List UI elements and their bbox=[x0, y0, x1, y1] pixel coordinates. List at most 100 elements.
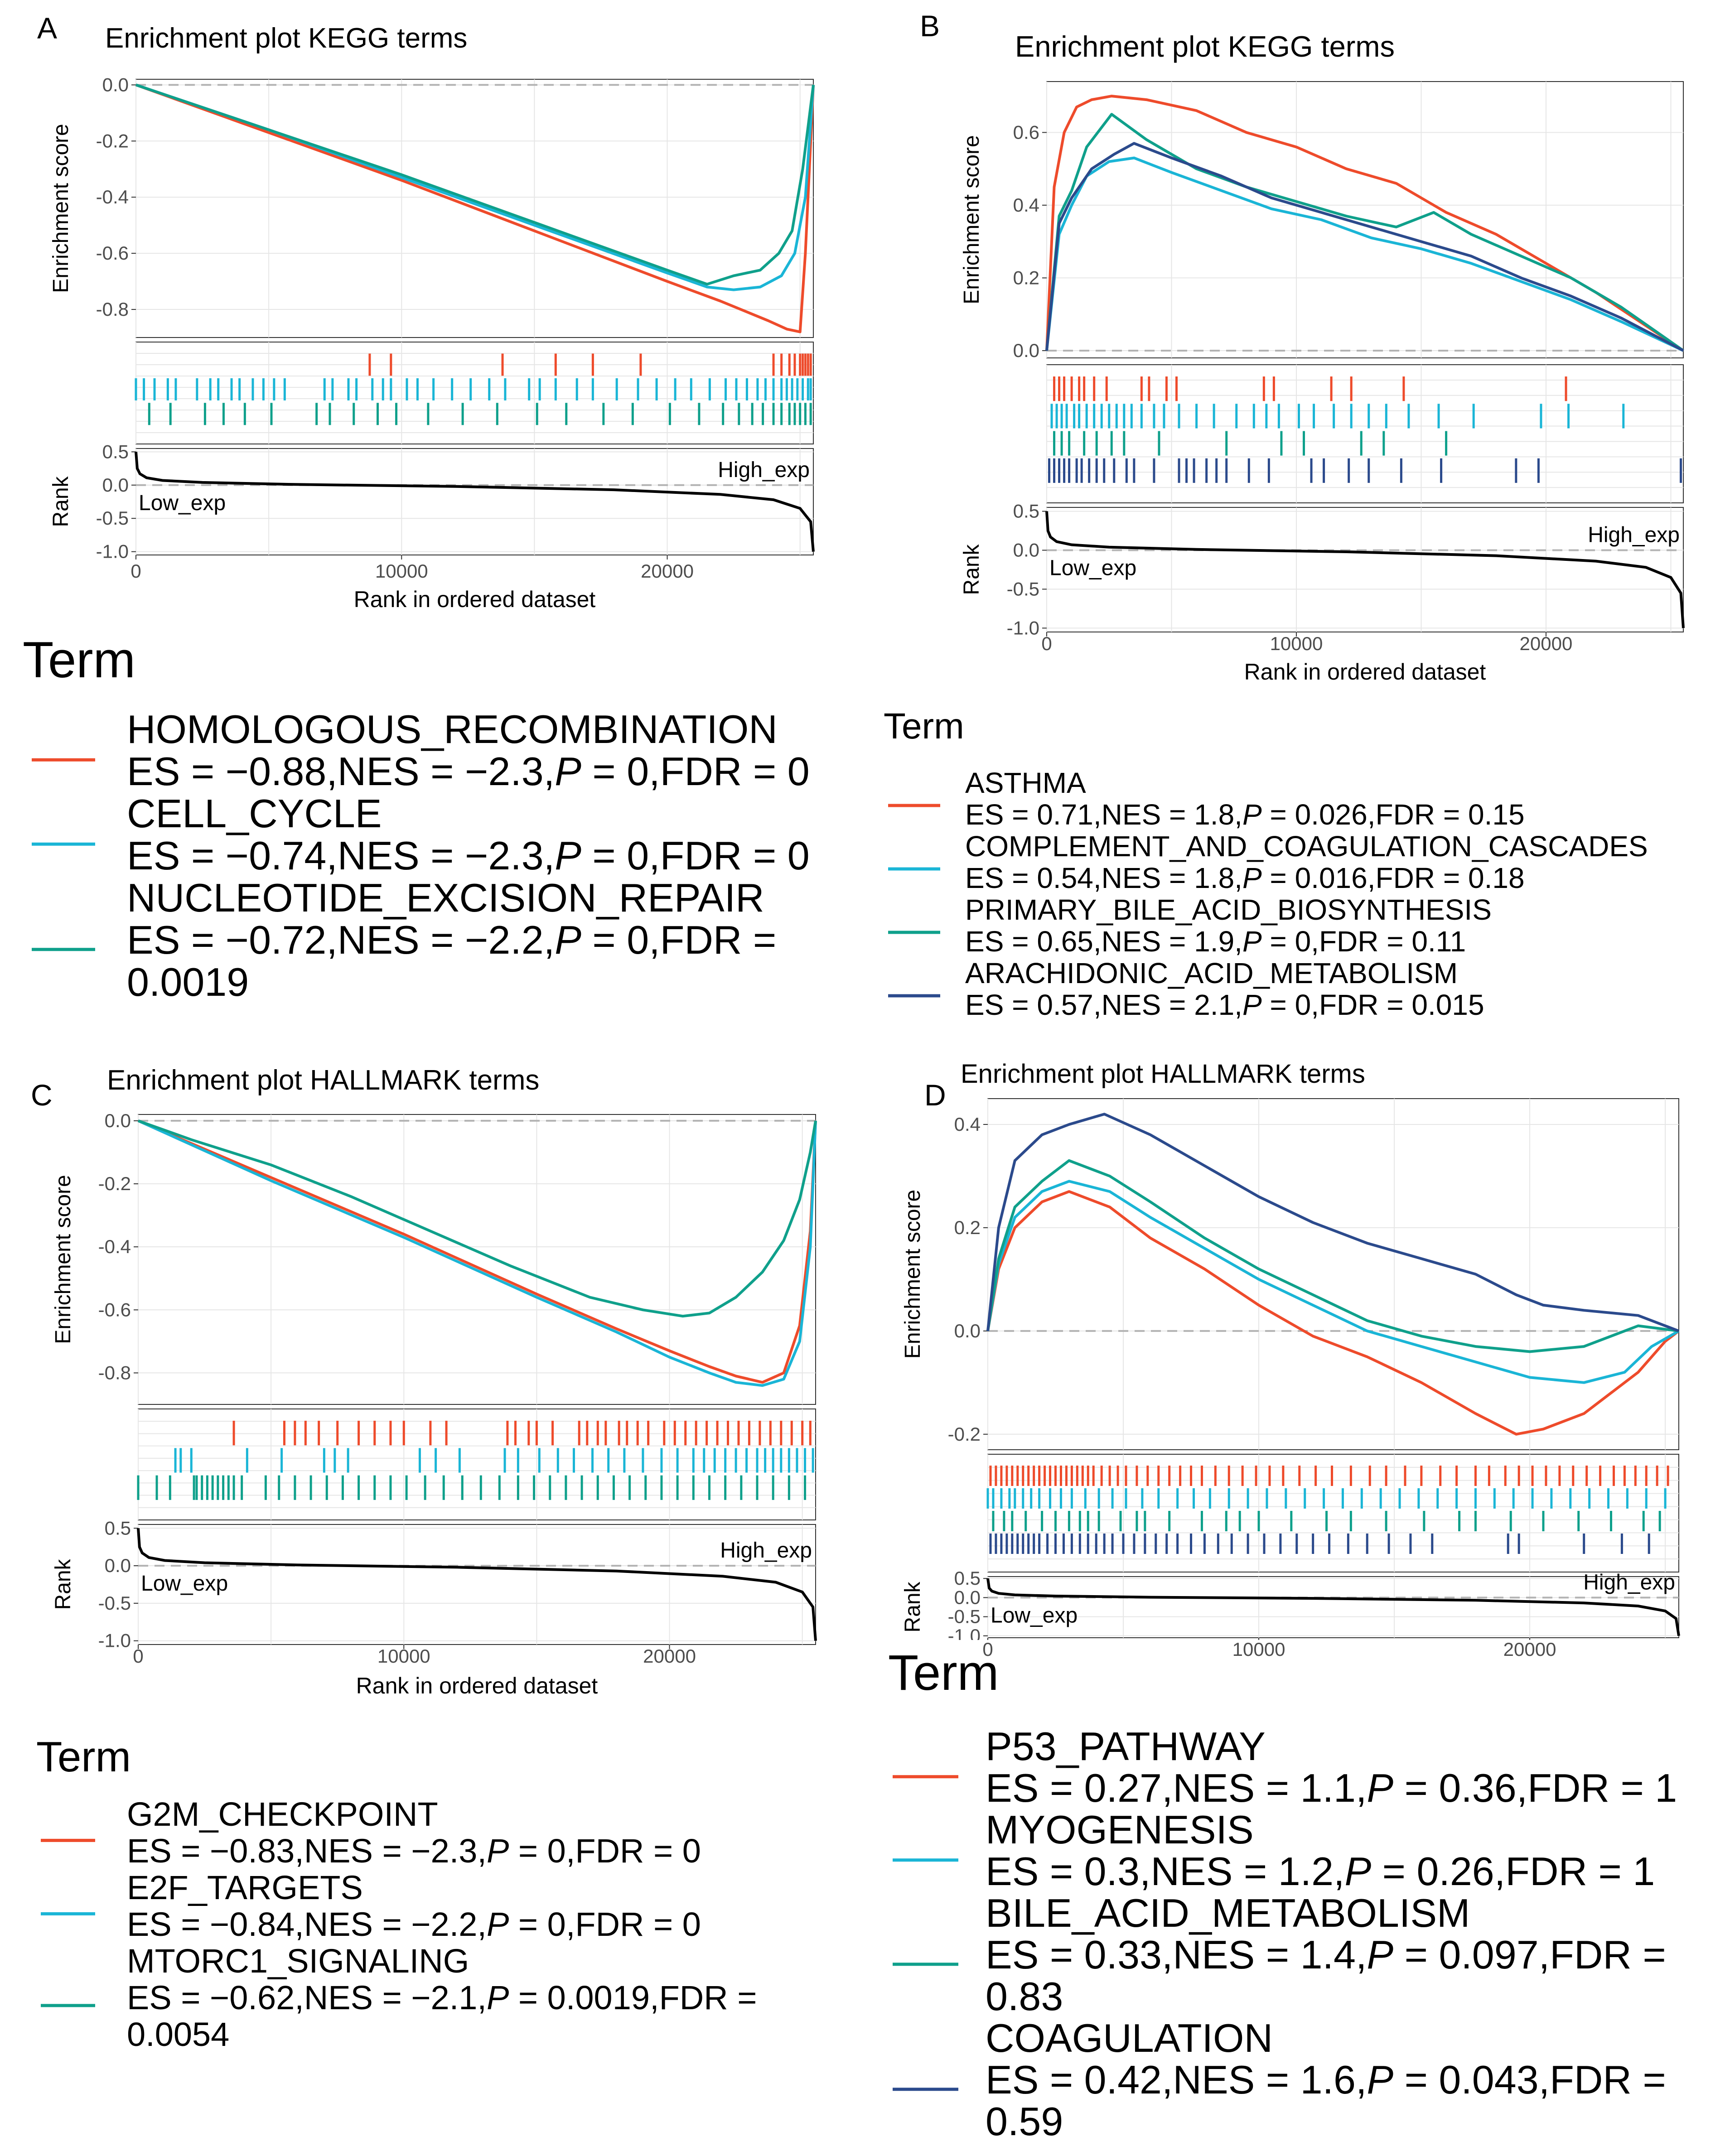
es-line-p53_pathway bbox=[986, 1190, 1680, 1436]
legend-term-stats: 0.83 bbox=[986, 1974, 1063, 2019]
legend-title: Term bbox=[23, 632, 135, 688]
y-tick-label: -0.8 bbox=[96, 299, 129, 320]
rank-curve bbox=[137, 1528, 817, 1641]
panel-letter: C bbox=[31, 1078, 53, 1112]
hits-panel-frame bbox=[135, 342, 814, 444]
panel-d-x-ticks: 0 10000 20000 bbox=[982, 1639, 1556, 1660]
es-line-myogenesis bbox=[986, 1180, 1680, 1384]
rank-curve bbox=[986, 1578, 1680, 1636]
x-axis-label: Rank in ordered dataset bbox=[356, 1673, 598, 1698]
x-tick-label: 10000 bbox=[375, 560, 428, 582]
y-tick-label: 0.0 bbox=[954, 1320, 981, 1341]
rank-panel-frame bbox=[135, 448, 814, 555]
chart-title: Enrichment plot HALLMARK terms bbox=[961, 1059, 1365, 1089]
es-line-e2f_targets bbox=[137, 1119, 817, 1387]
rank-curve bbox=[135, 452, 815, 552]
es-line-coagulation bbox=[986, 1113, 1680, 1332]
high-exp-label: High_exp bbox=[720, 1539, 812, 1563]
es-line-homologous_recombination bbox=[135, 83, 815, 333]
legend-term-name: ARACHIDONIC_ACID_METABOLISM bbox=[965, 957, 1458, 989]
legend-term-stats: ES = −0.74,NES = −2.3,P = 0,FDR = 0 bbox=[127, 833, 810, 878]
y-tick-label: 0.0 bbox=[1013, 340, 1039, 361]
chart-title: Enrichment plot KEGG terms bbox=[105, 23, 467, 54]
low-exp-label: Low_exp bbox=[139, 491, 226, 515]
x-axis-label: Rank in ordered dataset bbox=[1244, 659, 1486, 685]
y-tick-label: -0.2 bbox=[98, 1173, 131, 1194]
legend-term-stats: ES = −0.83,NES = −2.3,P = 0,FDR = 0 bbox=[127, 1832, 701, 1870]
x-tick-label: 0 bbox=[982, 1639, 993, 1660]
rank-panel-frame bbox=[138, 1524, 816, 1645]
es-line-arachidonic_acid_metabolism bbox=[1045, 142, 1684, 352]
chart-title: Enrichment plot KEGG terms bbox=[1015, 30, 1395, 63]
es-line-cell_cycle bbox=[135, 83, 815, 291]
y-tick-label: -0.4 bbox=[96, 186, 129, 207]
legend-term-name: COAGULATION bbox=[986, 2016, 1273, 2060]
es-line-primary_bile_acid_biosynthesis bbox=[1045, 113, 1684, 352]
panel-letter: A bbox=[37, 11, 57, 45]
legend-term-name: MTORC1_SIGNALING bbox=[127, 1942, 469, 1980]
legend-title: Term bbox=[884, 707, 964, 746]
legend-term-name: E2F_TARGETS bbox=[127, 1869, 363, 1906]
high-exp-label: High_exp bbox=[1583, 1570, 1675, 1594]
panel-b: B Enrichment plot KEGG terms 0.0 0.2 0.4 0.6 E… bbox=[865, 0, 1726, 700]
x-tick-label: 0 bbox=[130, 560, 141, 582]
y-tick-label: 0.2 bbox=[954, 1217, 981, 1238]
legend-term-name: P53_PATHWAY bbox=[986, 1724, 1266, 1769]
chart-title: Enrichment plot HALLMARK terms bbox=[107, 1065, 539, 1096]
legend-term-name: MYOGENESIS bbox=[986, 1807, 1254, 1852]
legend-term-stats: ES = 0.3,NES = 1.2,P = 0.26,FDR = 1 bbox=[986, 1849, 1655, 1894]
hits-panel-frame bbox=[987, 1454, 1679, 1572]
rank-tick-label: -1.0 bbox=[96, 541, 129, 562]
y-axis-label: Enrichment score bbox=[901, 1190, 925, 1359]
rank-tick-label: -0.5 bbox=[948, 1606, 981, 1627]
y-tick-label: -0.4 bbox=[98, 1236, 131, 1257]
panel-b-plot: B Enrichment plot KEGG terms 0.0 0.2 0.4 0.6 E… bbox=[920, 9, 1685, 685]
legend-term-stats: 0.59 bbox=[986, 2099, 1063, 2144]
panel-letter: B bbox=[920, 9, 940, 43]
y-tick-label: 0.6 bbox=[1013, 121, 1039, 143]
x-tick-label: 20000 bbox=[1520, 633, 1573, 654]
x-tick-label: 20000 bbox=[641, 560, 694, 582]
legend-term-name: NUCLEOTIDE_EXCISION_REPAIR bbox=[127, 875, 764, 920]
es-line-nucleotide_excision_repair bbox=[135, 83, 815, 286]
es-panel-frame bbox=[138, 1114, 816, 1405]
rank-tick-label: 0.5 bbox=[105, 1517, 131, 1539]
low-exp-label: Low_exp bbox=[141, 1572, 228, 1596]
legend-term-name: ASTHMA bbox=[965, 767, 1086, 799]
x-tick-label: 10000 bbox=[1270, 633, 1323, 654]
rank-tick-label: 0.5 bbox=[102, 441, 129, 462]
rank-tick-label: 0.0 bbox=[105, 1555, 131, 1576]
legend-term-stats: ES = 0.71,NES = 1.8,P = 0.026,FDR = 0.15 bbox=[965, 798, 1525, 831]
es-line-g2m_checkpoint bbox=[137, 1119, 817, 1384]
es-line-complement_and_coagulation_cascades bbox=[1045, 156, 1684, 352]
legend-term-stats: ES = 0.42,NES = 1.6,P = 0.043,FDR = bbox=[986, 2057, 1666, 2102]
rank-axis-label: Rank bbox=[960, 544, 984, 595]
legend-term-stats: ES = −0.84,NES = −2.2,P = 0,FDR = 0 bbox=[127, 1905, 701, 1943]
legend-term-name: HOMOLOGOUS_RECOMBINATION bbox=[127, 707, 778, 752]
x-tick-label: 20000 bbox=[643, 1645, 696, 1667]
low-exp-label: Low_exp bbox=[991, 1603, 1078, 1627]
x-tick-label: 0 bbox=[1041, 633, 1052, 654]
hits-panel-frame bbox=[138, 1408, 816, 1520]
rank-axis-label: Rank bbox=[49, 476, 73, 527]
legend-title: Term bbox=[888, 1645, 999, 1701]
y-tick-label: -0.8 bbox=[98, 1362, 131, 1383]
y-tick-label: 0.2 bbox=[1013, 267, 1039, 288]
rank-tick-label: -1.0 bbox=[1007, 617, 1039, 638]
panel-a-plot: A Enrichment plot KEGG terms 0.0 -0.2 -0.4 -0… bbox=[37, 11, 815, 612]
legend-term-stats: ES = 0.27,NES = 1.1,P = 0.36,FDR = 1 bbox=[986, 1765, 1677, 1810]
rank-axis-label: Rank bbox=[51, 1558, 75, 1610]
panel-letter: D bbox=[924, 1078, 946, 1112]
x-tick-label: 10000 bbox=[377, 1645, 430, 1667]
es-line-asthma bbox=[1045, 95, 1684, 352]
y-tick-label: 0.0 bbox=[102, 74, 129, 95]
panel-d: D Enrichment plot HALLMARK terms 0.4 0.2 0.0… bbox=[865, 1056, 1726, 1646]
y-tick-label: -0.2 bbox=[96, 130, 129, 151]
y-axis-label: Enrichment score bbox=[51, 1175, 75, 1344]
x-axis-label: Rank in ordered dataset bbox=[354, 587, 596, 612]
rank-tick-label: 0.5 bbox=[1013, 501, 1039, 522]
